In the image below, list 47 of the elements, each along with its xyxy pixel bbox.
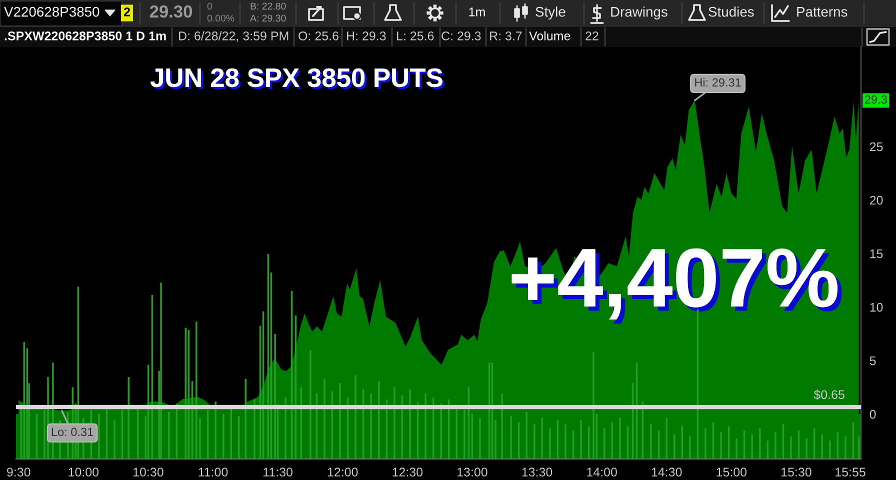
y-tick-label: 10 xyxy=(870,302,883,312)
x-tick-label: 11:00 xyxy=(198,468,228,477)
ref-line-label: $0.65 xyxy=(814,390,844,400)
text: L: 25.6 xyxy=(397,32,434,40)
text: O: 25.6 xyxy=(298,32,338,40)
text: Patterns xyxy=(797,7,848,17)
text: 22 xyxy=(586,32,598,40)
annotation: Hi: 29.31 xyxy=(695,78,741,87)
x-tick-label: 10:30 xyxy=(134,468,164,477)
text: H: 29.3 xyxy=(347,32,386,40)
text: B: 22.80 xyxy=(250,2,286,10)
text: D: 6/28/22, 3:59 PM xyxy=(179,31,288,42)
text: JUN 28 SPX 3850 PUTS xyxy=(150,68,444,90)
x-tick-label: 15:00 xyxy=(716,468,747,477)
text: 0 xyxy=(207,2,212,10)
text: Drawings xyxy=(611,6,668,20)
text: A: 29.30 xyxy=(250,14,286,22)
x-tick-label: 13:30 xyxy=(522,468,552,477)
text: C: 29.3 xyxy=(442,32,481,40)
y-tick-label: 15 xyxy=(870,249,883,258)
text: 1m xyxy=(469,8,485,16)
text: 2 xyxy=(124,8,130,16)
x-tick-label: 11:30 xyxy=(264,468,292,477)
text: Style xyxy=(536,6,566,20)
annotation: Lo: 0.31 xyxy=(52,428,94,436)
x-tick-label: 14:30 xyxy=(652,468,682,477)
x-tick-label: 12:00 xyxy=(328,468,358,477)
text: R: 3.7 xyxy=(490,32,522,40)
text: 0.00% xyxy=(207,14,234,22)
text: Volume xyxy=(529,31,570,40)
y-tick-label: 5 xyxy=(870,356,876,366)
text: V220628P3850 xyxy=(4,6,100,17)
x-tick-label: 13:00 xyxy=(458,468,488,477)
x-tick-label: 15:30 xyxy=(782,468,812,477)
x-tick-label: 15:55 xyxy=(836,468,866,477)
text: .SPXW220628P3850 1 D 1m xyxy=(4,32,166,40)
annotation: +4,407% xyxy=(512,248,842,324)
text: 29.30 xyxy=(150,5,192,18)
text: Studies xyxy=(708,6,754,17)
x-tick-label: 10:00 xyxy=(68,468,99,477)
y-tick-label: 25 xyxy=(870,142,883,152)
x-tick-label: 14:00 xyxy=(587,468,617,477)
x-tick-label: 12:30 xyxy=(392,468,423,477)
y-tick-label: 0 xyxy=(870,410,876,419)
y-tick-label: 20 xyxy=(870,196,883,205)
annotation: 29.3 xyxy=(864,95,887,104)
x-tick-label: 9:30 xyxy=(7,468,30,477)
